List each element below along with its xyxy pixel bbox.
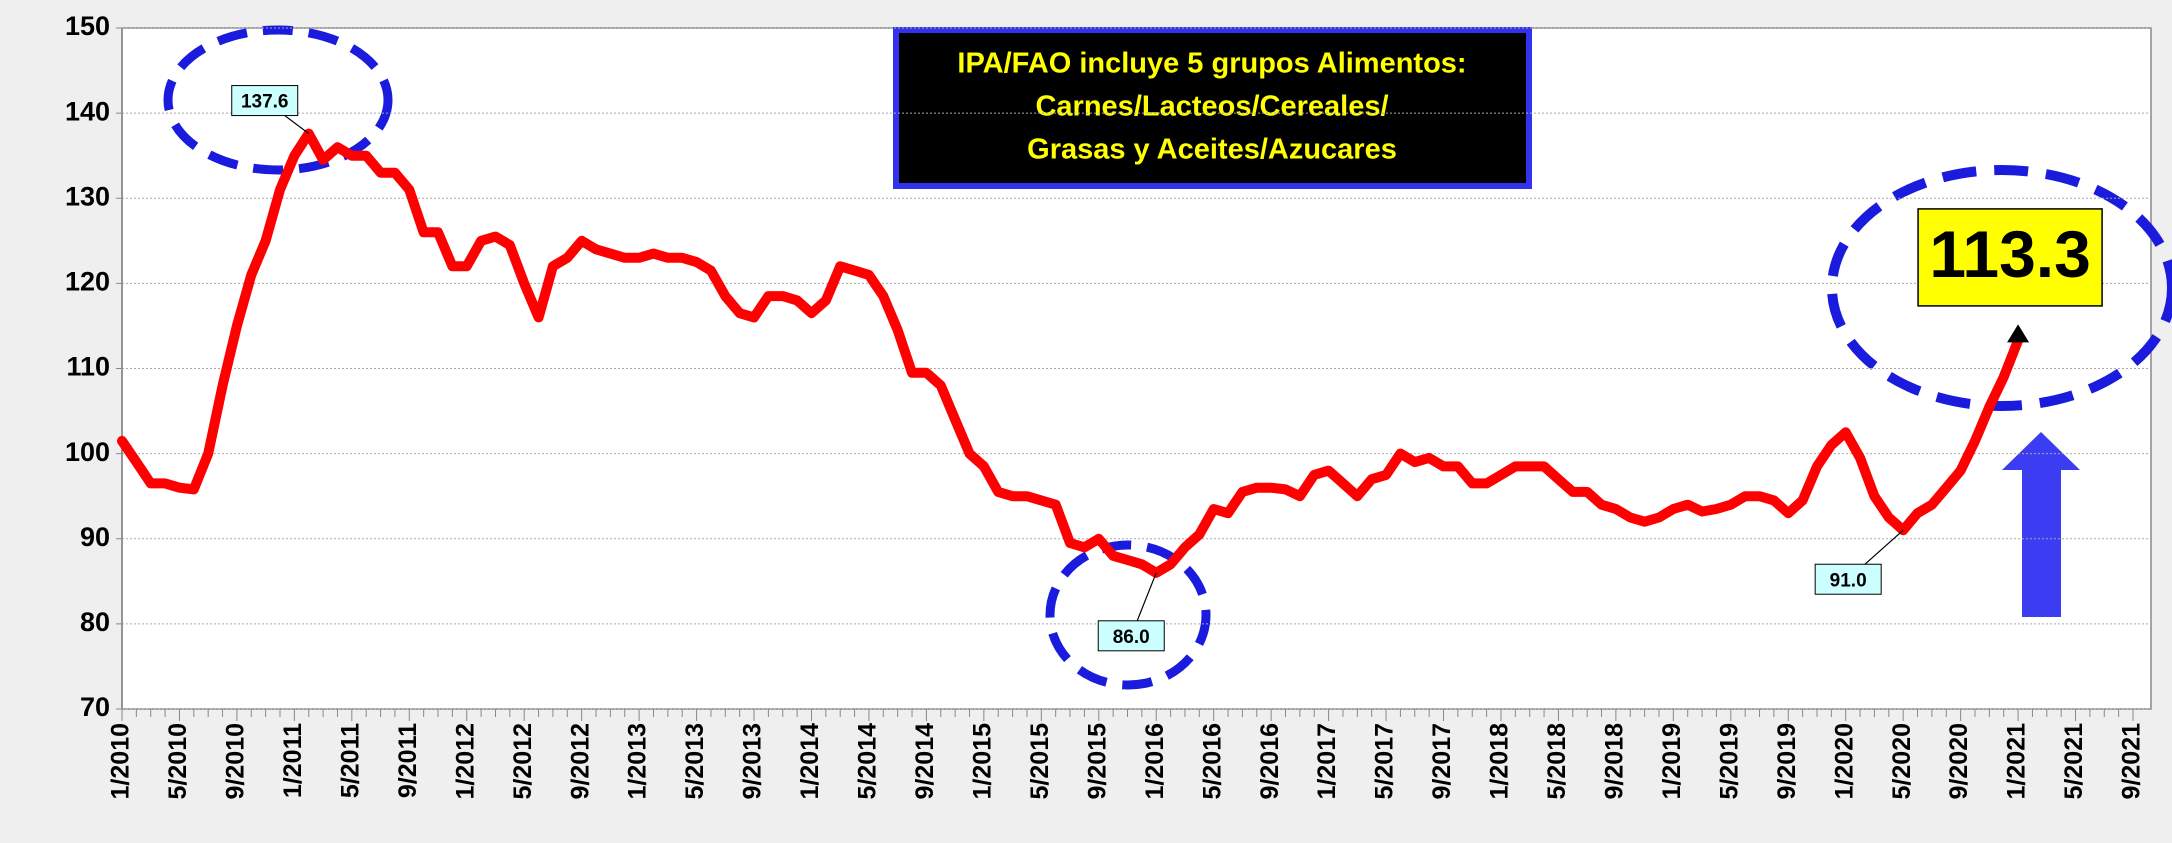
x-tick-label: 1/2010 [107, 723, 135, 799]
highlight-ellipse [1827, 165, 2172, 411]
x-tick-label: 5/2020 [1888, 723, 1916, 799]
up-arrow [2002, 432, 2080, 617]
x-tick-label: 5/2016 [1198, 723, 1226, 799]
x-tick-label: 1/2016 [1141, 723, 1169, 799]
x-tick-label: 5/2011 [336, 723, 364, 798]
highlight-ellipse [163, 25, 393, 175]
y-tick-label: 100 [65, 437, 110, 467]
value-label-box-highlight [1917, 208, 2103, 307]
y-tick-label: 120 [65, 267, 110, 297]
x-tick-label: 9/2020 [1945, 723, 1973, 799]
y-tick-label: 150 [65, 11, 110, 41]
y-tick-label: 70 [80, 692, 110, 722]
x-tick-label: 5/2015 [1026, 723, 1054, 800]
y-tick-label: 140 [65, 96, 110, 126]
x-tick-label: 5/2021 [2060, 723, 2088, 800]
highlight-ellipse [1045, 540, 1211, 690]
y-tick-label: 90 [80, 522, 110, 552]
data-line [117, 128, 2024, 578]
x-tick-label: 1/2018 [1486, 723, 1514, 800]
x-tick-label: 1/2013 [624, 723, 652, 799]
x-tick-label: 9/2016 [1256, 723, 1284, 799]
value-label: 137.6 [241, 92, 289, 113]
x-tick-label: 5/2012 [509, 723, 537, 799]
x-tick-label: 1/2020 [1830, 723, 1858, 799]
y-tick-label: 130 [65, 181, 110, 211]
annotation-box [893, 27, 1532, 189]
y-tick-label: 110 [66, 352, 110, 382]
x-tick-label: 9/2021 [2118, 723, 2146, 800]
x-tick-label: 9/2014 [911, 723, 939, 800]
point-marker [2007, 324, 2030, 343]
x-tick-label: 9/2019 [1773, 723, 1801, 799]
x-tick-label: 1/2011 [279, 723, 307, 798]
x-tick-label: 1/2017 [1313, 723, 1341, 799]
x-tick-label: 1/2019 [1658, 723, 1686, 799]
value-label: 91.0 [1830, 570, 1867, 591]
annotation-line: IPA/FAO incluye 5 grupos Alimentos: [957, 48, 1466, 80]
value-label: 86.0 [1113, 627, 1150, 648]
annotation-line: Carnes/Lacteos/Cereales/ [1035, 91, 1388, 123]
value-label-box [1097, 620, 1165, 652]
x-tick-label: 5/2014 [854, 723, 882, 800]
x-tick-label: 5/2018 [1543, 723, 1571, 800]
x-tick-label: 5/2010 [164, 723, 192, 799]
x-tick-label: 9/2017 [1428, 723, 1456, 799]
x-tick-label: 9/2011 [394, 723, 422, 798]
x-tick-label: 1/2012 [451, 723, 479, 799]
x-tick-label: 1/2015 [968, 723, 996, 800]
x-tick-label: 5/2017 [1371, 723, 1399, 799]
x-tick-label: 5/2019 [1715, 723, 1743, 799]
x-tick-label: 9/2018 [1600, 723, 1628, 800]
x-tick-label: 9/2012 [566, 723, 594, 799]
y-tick-label: 80 [80, 607, 110, 637]
x-tick-label: 9/2013 [739, 723, 767, 799]
x-tick-label: 9/2010 [222, 723, 250, 799]
value-label-box [231, 85, 299, 117]
x-tick-label: 9/2015 [1083, 723, 1111, 800]
annotation-line: Grasas y Aceites/Azucares [1027, 134, 1397, 166]
x-tick-label: 5/2013 [681, 723, 709, 799]
value-label-box [1814, 563, 1882, 595]
x-tick-label: 1/2021 [2003, 723, 2031, 800]
value-label: 113.3 [1929, 217, 2091, 291]
x-tick-label: 1/2014 [796, 723, 824, 800]
